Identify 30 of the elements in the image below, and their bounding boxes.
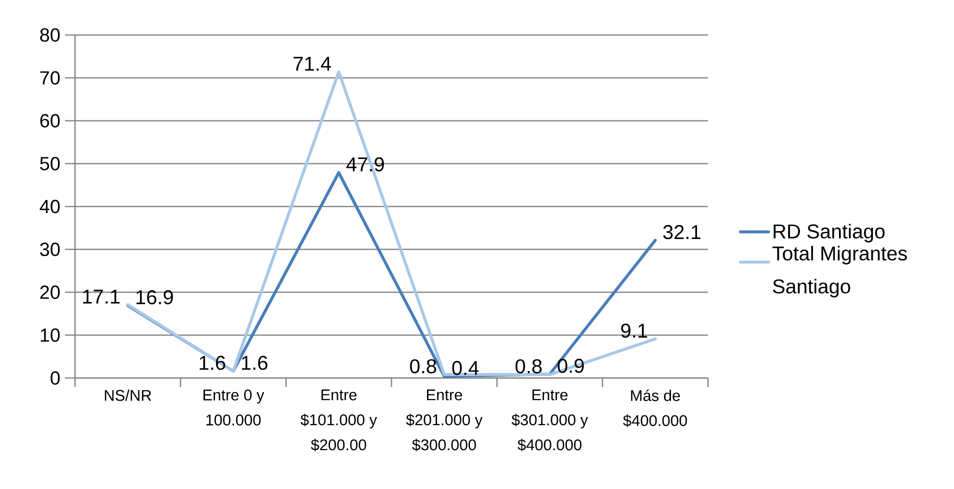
data-label: 0.8 — [410, 359, 436, 374]
legend-label: Total Migrantes Santiago — [772, 246, 907, 298]
y-tick-label: 30 — [40, 242, 60, 256]
y-tick-label: 50 — [40, 156, 60, 170]
y-tick-label: 0 — [50, 371, 60, 385]
y-tick-label: 80 — [40, 28, 60, 42]
data-label: 16.9 — [136, 290, 173, 304]
data-label: 1.6 — [200, 356, 226, 370]
data-label: 0.4 — [452, 360, 479, 376]
data-label: 1.6 — [242, 356, 268, 370]
x-tick-label: Entre $201.000 y $300.000 — [406, 390, 483, 452]
data-label: 32.1 — [663, 225, 700, 240]
x-tick-label: Entre 0 y 100.000 — [204, 390, 264, 426]
data-label: 71.4 — [294, 56, 331, 71]
x-tick-label: Entre $101.000 y $200.00 — [300, 390, 378, 452]
x-tick-label: Entre $301.000 y $400.000 — [512, 390, 588, 452]
data-label: 17.1 — [83, 290, 120, 304]
y-tick-label: 10 — [40, 328, 60, 342]
x-tick-label: Más de $400.000 — [623, 390, 687, 428]
y-tick-label: 70 — [40, 71, 60, 85]
y-tick-label: 40 — [40, 200, 60, 214]
y-tick-label: 60 — [40, 114, 60, 128]
x-tick-label: NS/NR — [104, 390, 152, 401]
data-label: 0.8 — [516, 359, 542, 374]
line-series — [126, 70, 657, 376]
data-label: 47.9 — [346, 157, 384, 172]
legend-label: RD Santiago — [774, 224, 885, 242]
y-tick-label: 20 — [40, 286, 60, 299]
data-label: 0.9 — [558, 358, 584, 373]
data-label: 9.1 — [621, 324, 648, 338]
